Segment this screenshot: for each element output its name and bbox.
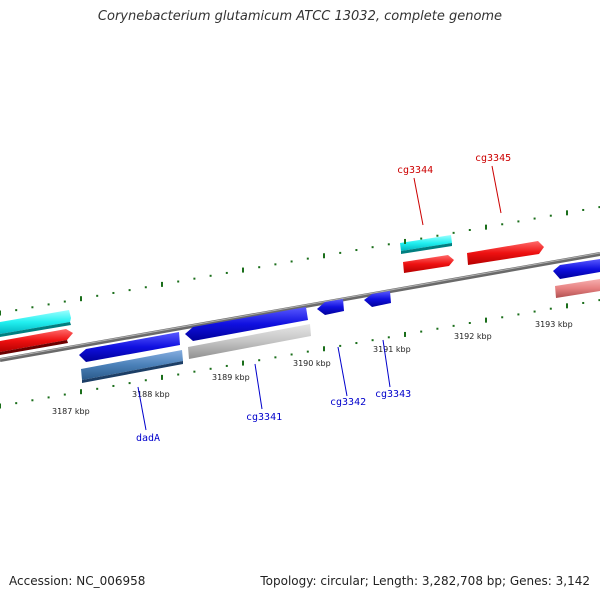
backbone-highlight — [0, 252, 600, 360]
tick-label: 3190 kbp — [293, 359, 331, 368]
cds-pink-right — [555, 279, 600, 298]
cds-blue-cg3341 — [185, 307, 308, 341]
tick-row-lower — [0, 299, 600, 409]
reverse-features — [79, 259, 600, 383]
tick-label: 3193 kbp — [535, 320, 573, 329]
leader-line — [137, 386, 147, 431]
cds-red-left — [0, 329, 73, 352]
gene-labels: cg3344 cg3345 dadA cg3341 cg3342 cg3343 — [136, 153, 511, 444]
gene-label-cg3342: cg3342 — [330, 397, 366, 408]
cds-red-cg3345 — [467, 241, 544, 265]
forward-features — [0, 235, 544, 355]
gene-label-cg3345: cg3345 — [475, 153, 511, 164]
leader-line — [337, 346, 348, 397]
cds-cyan-cg3344 — [400, 235, 452, 251]
leader-line — [382, 339, 391, 388]
backbone-line — [0, 252, 600, 362]
label-leaders — [137, 165, 502, 431]
tick-label: 3189 kbp — [212, 373, 250, 382]
leader-line — [413, 177, 424, 226]
gene-label-cg3343: cg3343 — [375, 389, 411, 400]
cds-steel-dadA — [81, 350, 183, 380]
cds-blue-cg3343 — [364, 291, 391, 307]
cds-gray-cg3341 — [188, 324, 311, 359]
tick-label: 3187 kbp — [52, 407, 90, 416]
leader-line — [491, 165, 502, 214]
gene-label-cg3341: cg3341 — [246, 412, 282, 423]
cds-red-left-shadow — [0, 340, 68, 355]
tick-label: 3188 kbp — [132, 390, 170, 399]
cds-red-cg3344 — [403, 255, 454, 273]
cds-steel-dadA-shadow — [82, 361, 183, 383]
tick-label: 3191 kbp — [373, 345, 411, 354]
accession-text: Accession: NC_006958 — [9, 574, 146, 588]
cds-cyan-left-shadow — [0, 322, 71, 337]
map-title: Corynebacterium glutamicum ATCC 13032, c… — [97, 9, 503, 24]
cds-blue-1 — [79, 332, 180, 362]
cds-blue-right — [553, 259, 600, 279]
leader-line — [254, 363, 263, 410]
cds-cyan-cg3344-shadow — [401, 243, 452, 254]
genome-summary-text: Topology: circular; Length: 3,282,708 bp… — [260, 574, 590, 588]
gene-label-dadA: dadA — [136, 433, 160, 444]
cds-cyan-left — [0, 310, 71, 334]
tick-row-upper — [0, 206, 600, 316]
tick-labels: 3187 kbp 3188 kbp 3189 kbp 3190 kbp 3191… — [52, 320, 573, 416]
cds-blue-cg3342 — [317, 299, 344, 315]
gene-label-cg3344: cg3344 — [397, 165, 433, 176]
tick-label: 3192 kbp — [454, 332, 492, 341]
